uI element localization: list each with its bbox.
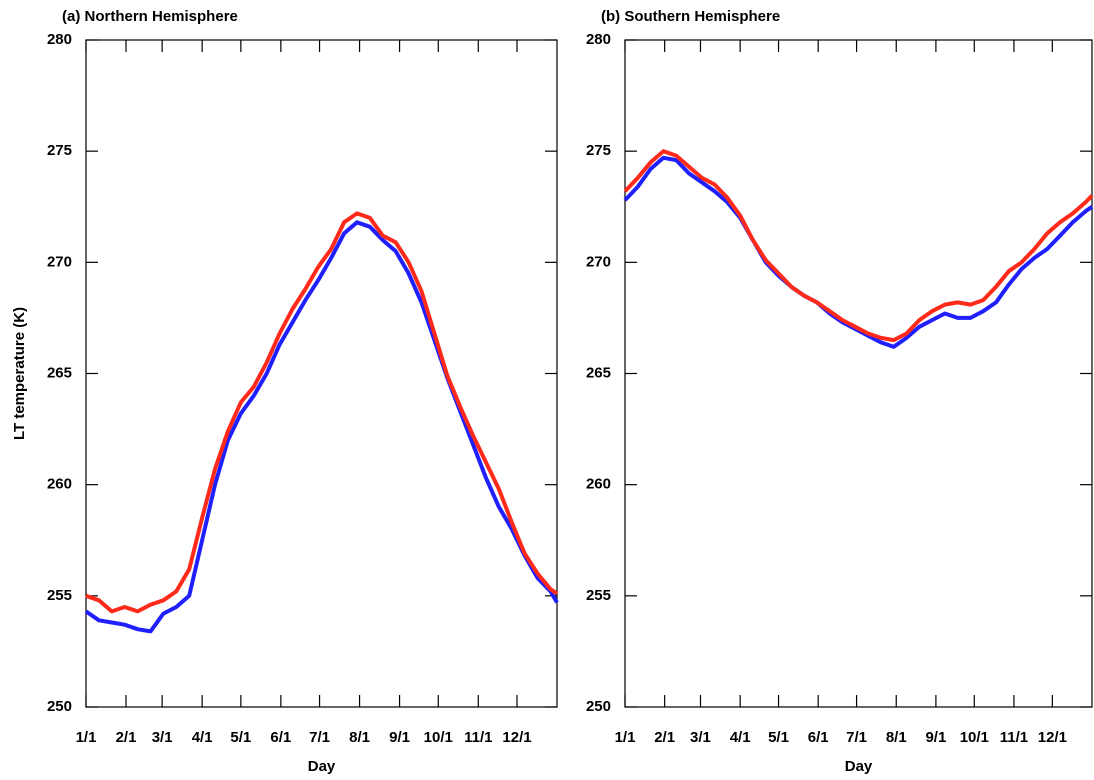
plot-frame — [624, 39, 1093, 708]
x-tick-label: 7/1 — [846, 729, 867, 746]
x-tick-label: 12/1 — [1038, 729, 1067, 746]
y-axis-label: LT temperature (K) — [11, 307, 28, 440]
data-line — [85, 211, 559, 614]
x-tick-label: 2/1 — [116, 729, 137, 746]
x-axis-label: Day — [845, 758, 873, 775]
x-tick-label: 8/1 — [886, 729, 907, 746]
y-tick-label: 255 — [586, 587, 611, 604]
y-tick-label: 280 — [586, 31, 611, 48]
x-tick-label: 5/1 — [768, 729, 789, 746]
y-tick-label: 260 — [47, 476, 72, 493]
x-tick-label: 7/1 — [309, 729, 330, 746]
x-tick-label: 10/1 — [424, 729, 453, 746]
x-tick-label: 9/1 — [925, 729, 946, 746]
data-line — [84, 220, 559, 634]
y-tick-label: 270 — [586, 253, 611, 270]
x-tick-label: 11/1 — [1000, 729, 1028, 746]
data-line — [623, 155, 1094, 349]
y-tick-label: 250 — [586, 698, 611, 715]
x-tick-label: 6/1 — [808, 729, 829, 746]
plot-frame — [85, 39, 558, 708]
x-tick-label: 12/1 — [502, 729, 531, 746]
x-tick-label: 6/1 — [270, 729, 291, 746]
panel-title: (a) Northern Hemisphere — [62, 8, 238, 25]
y-tick-label: 250 — [47, 698, 72, 715]
x-tick-label: 1/1 — [76, 729, 97, 746]
x-tick-label: 1/1 — [615, 729, 636, 746]
x-tick-label: 9/1 — [389, 729, 410, 746]
y-tick-label: 275 — [586, 142, 611, 159]
y-tick-label: 280 — [47, 31, 72, 48]
panel-title: (b) Southern Hemisphere — [601, 8, 780, 25]
x-tick-label: 3/1 — [690, 729, 711, 746]
x-tick-label: 3/1 — [152, 729, 173, 746]
x-tick-label: 10/1 — [960, 729, 989, 746]
x-tick-label: 8/1 — [349, 729, 370, 746]
x-tick-label: 4/1 — [192, 729, 213, 746]
x-tick-label: 4/1 — [730, 729, 751, 746]
x-tick-label: 2/1 — [654, 729, 675, 746]
y-tick-label: 260 — [586, 476, 611, 493]
y-tick-label: 265 — [47, 364, 72, 381]
x-tick-label: 5/1 — [230, 729, 251, 746]
y-tick-label: 265 — [586, 364, 611, 381]
x-tick-label: 11/1 — [464, 729, 492, 746]
y-tick-label: 275 — [47, 142, 72, 159]
y-tick-label: 270 — [47, 253, 72, 270]
data-line — [623, 149, 1094, 343]
x-axis-label: Day — [308, 758, 336, 775]
y-tick-label: 255 — [47, 587, 72, 604]
